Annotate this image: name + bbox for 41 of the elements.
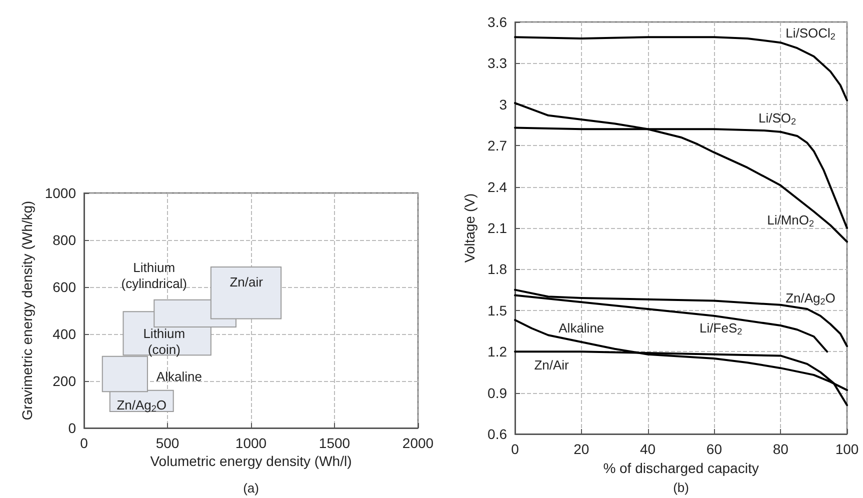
y-tick-label: 2.1 (488, 220, 508, 236)
x-axis-title: Volumetric energy density (Wh/l) (150, 453, 352, 469)
x-tick-label: 1000 (235, 435, 267, 451)
annotation: Lithium (cylindrical) (121, 260, 188, 292)
annotation: Lithium (coin) (143, 326, 186, 357)
y-tick-label: 1.8 (488, 261, 508, 278)
annotation: Zn/air (230, 274, 264, 290)
x-axis-title: % of discharged capacity (603, 460, 759, 476)
x-tick-label: 0 (511, 441, 520, 457)
y-tick-label: 2.7 (488, 138, 508, 154)
x-tick-label: 80 (772, 441, 789, 457)
y-tick-label: 3 (499, 96, 508, 112)
x-tick-label: 20 (574, 441, 590, 457)
annotation: Zn/Air (534, 358, 570, 373)
y-tick-label: 2.4 (488, 178, 508, 195)
annotation: Alkaline (156, 368, 202, 384)
x-tick-label: 40 (640, 441, 656, 457)
text: (b) (673, 480, 689, 496)
x-tick-label: 500 (156, 435, 180, 451)
y-tick-label: 200 (52, 373, 76, 389)
y-tick-label: 0 (68, 420, 76, 436)
y-tick-label: 0.9 (488, 384, 508, 401)
y-tick-label: 3.6 (488, 14, 508, 30)
y-tick-label: 800 (52, 232, 76, 248)
annotation: Alkaline (558, 320, 604, 336)
x-tick-label: 0 (80, 435, 88, 451)
y-tick-label: 1.2 (488, 344, 508, 360)
line-series (514, 102, 848, 243)
y-tick-label: 3.3 (488, 55, 508, 72)
x-tick-label: 60 (706, 441, 722, 457)
x-tick-label: 1500 (318, 435, 350, 451)
y-tick-label: 1000 (44, 185, 76, 201)
y-tick-label: 600 (52, 279, 76, 295)
y-tick-label: 0.6 (488, 426, 508, 442)
y-tick-label: 1.5 (488, 302, 508, 318)
y-axis-title: Gravimetric energy density (Wh/kg) (18, 200, 35, 420)
text: (a) (243, 480, 259, 496)
y-tick-label: 400 (52, 326, 76, 342)
x-tick-label: 100 (835, 441, 859, 457)
x-tick-label: 2000 (402, 435, 434, 451)
y-axis-title: Voltage (V) (462, 193, 478, 263)
